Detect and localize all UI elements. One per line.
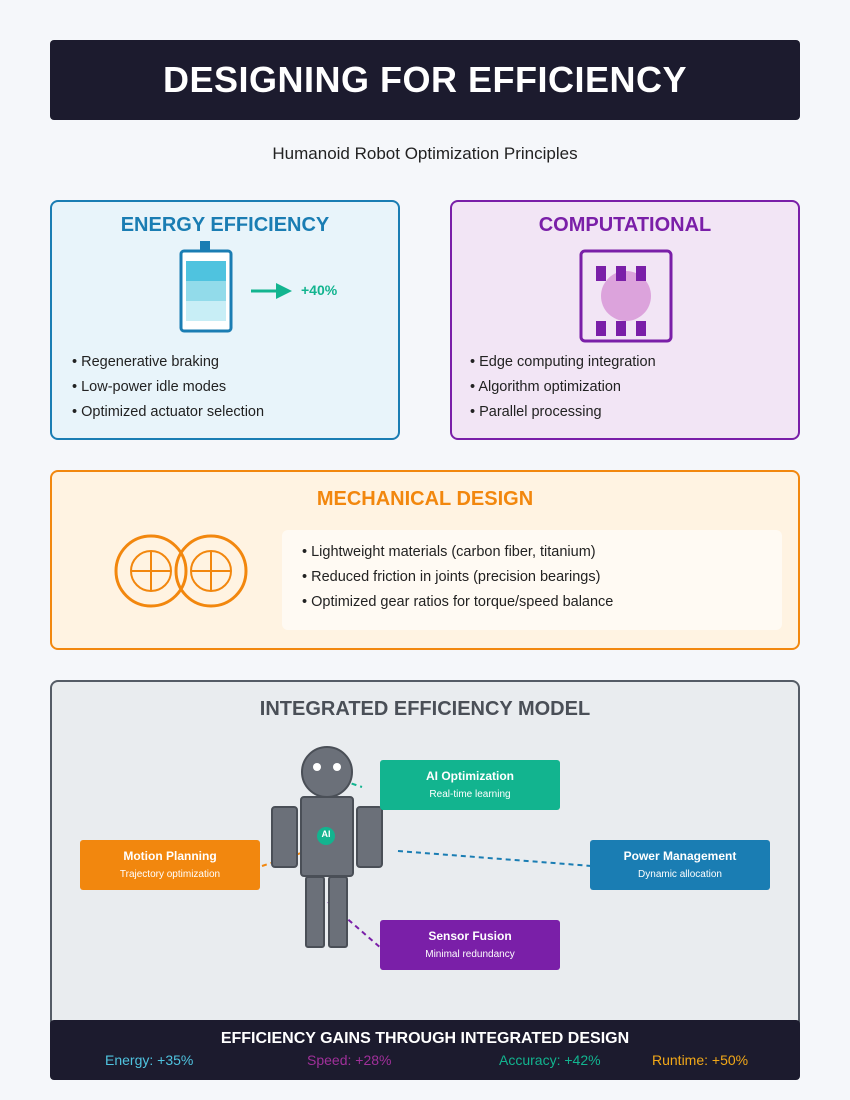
callout-motion-planning: Motion Planning Trajectory optimization	[80, 840, 260, 890]
callout-subtitle: Trajectory optimization	[119, 869, 221, 880]
computational-heading: COMPUTATIONAL	[538, 214, 712, 236]
energy-list: • Regenerative braking • Low-power idle …	[72, 352, 264, 427]
list-item: • Algorithm optimization	[470, 379, 621, 395]
mechanical-design-panel: MECHANICAL DESIGN • Lightweight material…	[50, 470, 800, 650]
integrated-model-panel: INTEGRATED EFFICIENCY MODEL AI AI Optimi…	[50, 680, 800, 1040]
model-heading: INTEGRATED EFFICIENCY MODEL	[259, 698, 591, 720]
callout-sensor-fusion: Sensor Fusion Minimal redundancy	[380, 920, 560, 970]
gain-runtime: Runtime: +50%	[652, 1052, 749, 1068]
gain-energy: Energy: +35%	[105, 1052, 194, 1068]
robot-chest-label: AI	[321, 829, 331, 839]
callout-title: Motion Planning	[123, 849, 217, 863]
page-title: DESIGNING FOR EFFICIENCY	[162, 59, 688, 100]
list-item: • Lightweight materials (carbon fiber, t…	[302, 544, 596, 560]
computational-list: • Edge computing integration • Algorithm…	[470, 352, 656, 427]
processor-chip-icon	[579, 249, 673, 343]
list-item: • Low-power idle modes	[72, 379, 227, 395]
callout-title: AI Optimization	[426, 769, 514, 783]
battery-icon	[179, 241, 292, 333]
page-subtitle: Humanoid Robot Optimization Principles	[272, 144, 578, 163]
list-item: • Edge computing integration	[470, 354, 656, 370]
computational-panel: COMPUTATIONAL • Edge computing integrati…	[450, 200, 800, 440]
mechanical-details-box: • Lightweight materials (carbon fiber, t…	[282, 530, 782, 630]
list-item: • Reduced friction in joints (precision …	[302, 569, 601, 585]
mechanical-list: • Lightweight materials (carbon fiber, t…	[302, 542, 613, 617]
callout-subtitle: Dynamic allocation	[638, 869, 722, 880]
callout-title: Sensor Fusion	[428, 929, 512, 943]
arrow-right-icon	[251, 283, 292, 299]
gains-title: EFFICIENCY GAINS THROUGH INTEGRATED DESI…	[220, 1030, 630, 1047]
title-banner: DESIGNING FOR EFFICIENCY	[50, 40, 800, 120]
callout-subtitle: Real-time learning	[429, 789, 511, 800]
callout-ai-optimization: AI Optimization Real-time learning	[380, 760, 560, 810]
list-item: • Optimized actuator selection	[72, 404, 265, 420]
connector-power	[397, 850, 593, 867]
list-item: • Optimized gear ratios for torque/speed…	[302, 594, 614, 610]
energy-heading: ENERGY EFFICIENCY	[120, 214, 330, 236]
mechanical-heading: MECHANICAL DESIGN	[316, 488, 534, 510]
callout-subtitle: Minimal redundancy	[425, 949, 515, 960]
callout-title: Power Management	[623, 849, 737, 863]
efficiency-gains-banner: EFFICIENCY GAINS THROUGH INTEGRATED DESI…	[50, 1020, 800, 1080]
list-item: • Parallel processing	[470, 404, 602, 420]
gears-icon	[114, 534, 248, 608]
robot-diagram	[261, 746, 593, 950]
humanoid-robot-icon	[271, 746, 383, 948]
callout-power-management: Power Management Dynamic allocation	[590, 840, 770, 890]
energy-gain-label: +40%	[301, 282, 338, 298]
gain-speed: Speed: +28%	[307, 1052, 392, 1068]
list-item: • Regenerative braking	[72, 354, 219, 370]
gain-accuracy: Accuracy: +42%	[499, 1052, 601, 1068]
energy-efficiency-panel: ENERGY EFFICIENCY +40% • Regenerative br…	[50, 200, 400, 440]
